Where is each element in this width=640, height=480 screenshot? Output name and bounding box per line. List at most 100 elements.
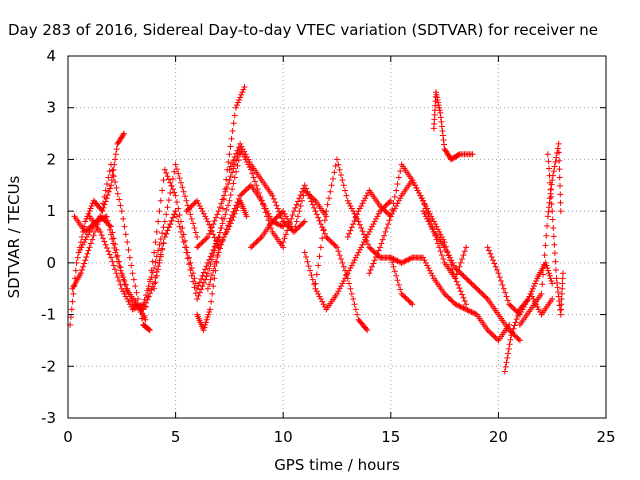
data-point-marker: [364, 190, 371, 197]
data-point-marker: [280, 239, 287, 246]
data-point-marker: [99, 200, 106, 207]
data-point-marker: [238, 191, 245, 198]
data-point-marker: [265, 217, 272, 224]
data-point-marker: [529, 285, 536, 292]
data-point-marker: [212, 237, 219, 244]
data-point-marker: [175, 205, 182, 212]
data-point-marker: [351, 257, 358, 264]
data-point-marker: [156, 259, 163, 266]
data-point-marker: [538, 290, 545, 297]
data-point-marker: [282, 231, 289, 238]
data-point-marker: [265, 210, 272, 217]
data-point-marker: [151, 249, 158, 256]
data-point-marker: [390, 263, 397, 270]
data-point-marker: [196, 279, 203, 286]
data-point-marker: [285, 218, 292, 225]
data-point-marker: [339, 177, 346, 184]
data-point-marker: [348, 290, 355, 297]
data-point-marker: [99, 215, 106, 222]
data-point-marker: [233, 157, 240, 164]
data-point-marker: [195, 200, 202, 207]
data-point-marker: [346, 267, 353, 274]
y-tick-label: 4: [46, 47, 56, 65]
data-point-marker: [112, 241, 119, 248]
data-point-marker: [148, 287, 155, 294]
data-point-marker: [79, 241, 86, 248]
data-point-marker: [210, 267, 217, 274]
data-point-marker: [359, 241, 366, 248]
data-point-marker: [379, 236, 386, 243]
data-point-marker: [545, 158, 552, 165]
data-point-marker: [229, 212, 236, 219]
data-point-marker: [242, 187, 249, 194]
data-point-marker: [204, 285, 211, 292]
data-point-marker: [559, 270, 566, 277]
data-point-marker: [72, 267, 79, 274]
data-point-marker: [219, 196, 226, 203]
data-point-marker: [198, 276, 205, 283]
data-point-marker: [438, 118, 445, 125]
data-point-marker: [317, 296, 324, 303]
data-point-marker: [382, 208, 389, 215]
data-point-marker: [305, 191, 312, 198]
data-point-marker: [284, 227, 291, 234]
data-point-marker: [386, 199, 393, 206]
data-point-marker: [133, 304, 140, 311]
data-point-marker: [75, 249, 82, 256]
data-point-marker: [194, 296, 201, 303]
data-point-marker: [313, 211, 320, 218]
data-point-marker: [221, 192, 228, 199]
data-point-marker: [164, 227, 171, 234]
data-point-marker: [184, 206, 191, 213]
data-point-marker: [461, 305, 468, 312]
data-point-marker: [225, 222, 232, 229]
axis-ticks: 0 5 10 15 20 25 -3 -2 -1 0 1 2 3 4: [41, 47, 616, 446]
data-point-marker: [343, 272, 350, 279]
data-point-marker: [506, 327, 513, 334]
data-point-marker: [549, 216, 556, 223]
data-point-marker: [543, 232, 550, 239]
data-point-marker: [157, 235, 164, 242]
data-point-marker: [235, 195, 242, 202]
data-point-marker: [145, 326, 152, 333]
data-point-marker: [463, 301, 470, 308]
data-point-marker: [545, 165, 552, 172]
data-point-marker: [241, 148, 248, 155]
data-point-marker: [475, 287, 482, 294]
data-point-marker: [490, 332, 497, 339]
data-point-marker: [336, 166, 343, 173]
data-point-marker: [136, 303, 143, 310]
data-point-marker: [456, 303, 463, 310]
data-point-marker: [121, 223, 128, 230]
data-point-marker: [437, 231, 444, 238]
data-point-marker: [255, 236, 262, 243]
data-point-marker: [503, 359, 510, 366]
data-point-marker: [460, 272, 467, 279]
data-point-marker: [301, 249, 308, 256]
data-point-marker: [547, 179, 554, 186]
data-point-marker: [231, 205, 238, 212]
data-point-marker: [172, 192, 179, 199]
data-point-marker: [559, 275, 566, 282]
data-point-marker: [235, 144, 242, 151]
data-point-marker: [112, 249, 119, 256]
data-point-marker: [366, 244, 373, 251]
data-point-marker: [167, 179, 174, 186]
data-point-marker: [557, 191, 564, 198]
data-point-marker: [196, 289, 203, 296]
data-point-marker: [249, 243, 256, 250]
data-point-marker: [116, 277, 123, 284]
data-point-marker: [405, 297, 412, 304]
data-point-marker: [219, 237, 226, 244]
data-point-marker: [424, 262, 431, 269]
data-point-marker: [434, 226, 441, 233]
data-point-marker: [146, 327, 153, 334]
data-point-marker: [257, 235, 264, 242]
data-point-marker: [155, 247, 162, 254]
data-point-marker: [484, 244, 491, 251]
data-point-marker: [471, 310, 478, 317]
data-point-marker: [237, 192, 244, 199]
data-point-marker: [195, 282, 202, 289]
data-point-marker: [540, 271, 547, 278]
data-point-marker: [269, 218, 276, 225]
